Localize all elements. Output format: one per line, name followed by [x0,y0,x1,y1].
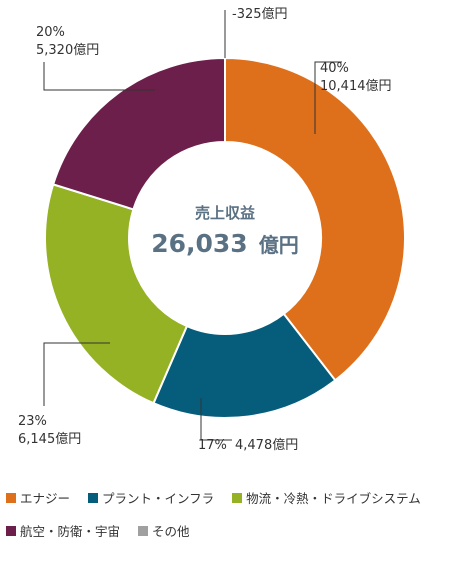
slice-plant [152,312,337,419]
legend-item-other: その他 [138,521,190,540]
callout-energy-percent: 40% [320,61,349,76]
legend-swatch-plant [88,492,99,503]
donut-slices [44,56,406,419]
callout-logistics-percent: 23% [18,414,47,429]
leader-aerospace [43,62,155,91]
legend-label-logistics: 物流・冷熱・ドライブシステム [246,491,421,506]
legend-swatch-aerospace [6,525,16,536]
callout-other-amount: -325億円 [232,6,288,22]
slice-energy [224,56,406,382]
center-title: 売上収益 [195,204,255,222]
center-value: 26,033 [151,229,247,258]
legend-swatch-other [138,525,149,536]
donut-chart: 売上収益 26,033 億円 40% 10,414億円 17% 4,478億円 … [18,6,406,453]
leader-energy [314,61,342,134]
legend-label-aerospace: 航空・防衛・宇宙 [20,524,121,539]
legend-swatch-logistics [232,492,243,503]
leader-logistics [43,342,110,406]
callout-aerospace-amount: 5,320億円 [36,42,99,58]
callout-energy-amount: 10,414億円 [320,78,392,94]
callout-plant-amount: 4,478億円 [235,437,298,453]
callout-plant-percent: 17% [198,438,227,453]
callout-leaders [43,10,342,441]
callout-logistics-amount: 6,145億円 [18,431,81,447]
legend-item-logistics: 物流・冷熱・ドライブシステム [232,488,421,507]
legend-item-plant: プラント・インフラ [88,488,214,507]
slice-aerospace [51,56,226,211]
slice-logistics [44,183,189,405]
legend-item-energy: エナジー [6,488,70,507]
leader-plant [200,398,232,441]
legend-label-other: その他 [152,524,190,539]
legend-swatch-energy [6,492,16,503]
callout-aerospace-percent: 20% [36,25,65,40]
legend: エナジー プラント・インフラ 物流・冷熱・ドライブシステム 航空・防衛・宇宙 そ… [6,488,446,540]
center-unit: 億円 [259,233,299,257]
center-total: 26,033 億円 [151,229,299,258]
legend-label-plant: プラント・インフラ [102,491,215,506]
legend-item-aerospace: 航空・防衛・宇宙 [6,521,120,540]
legend-label-energy: エナジー [20,491,71,506]
